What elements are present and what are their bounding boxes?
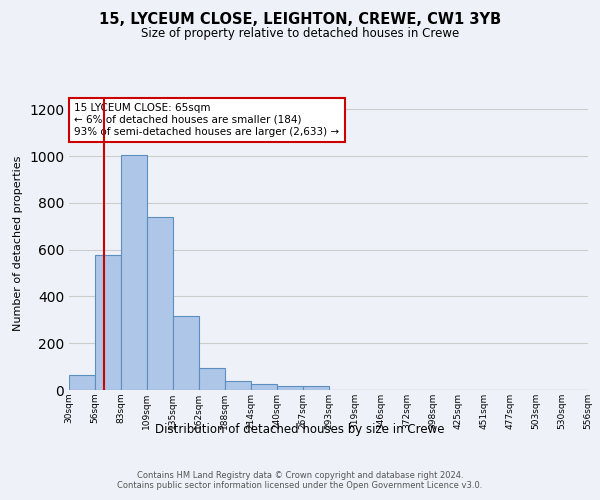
Bar (251, 384, 277, 390)
Text: Contains HM Land Registry data © Crown copyright and database right 2024.
Contai: Contains HM Land Registry data © Crown c… (118, 470, 482, 490)
Bar (121, 155, 147, 390)
Text: 15, LYCEUM CLOSE, LEIGHTON, CREWE, CW1 3YB: 15, LYCEUM CLOSE, LEIGHTON, CREWE, CW1 3… (99, 12, 501, 28)
Text: 15 LYCEUM CLOSE: 65sqm
← 6% of detached houses are smaller (184)
93% of semi-det: 15 LYCEUM CLOSE: 65sqm ← 6% of detached … (74, 104, 340, 136)
Text: Size of property relative to detached houses in Crewe: Size of property relative to detached ho… (141, 28, 459, 40)
Text: Distribution of detached houses by size in Crewe: Distribution of detached houses by size … (155, 422, 445, 436)
Y-axis label: Number of detached properties: Number of detached properties (13, 156, 23, 332)
Bar (302, 386, 329, 390)
Bar (225, 380, 251, 390)
Bar (199, 368, 224, 390)
Bar (147, 217, 173, 390)
Bar (95, 256, 121, 390)
Bar (277, 386, 302, 390)
Bar (69, 375, 95, 390)
Bar (173, 316, 199, 390)
